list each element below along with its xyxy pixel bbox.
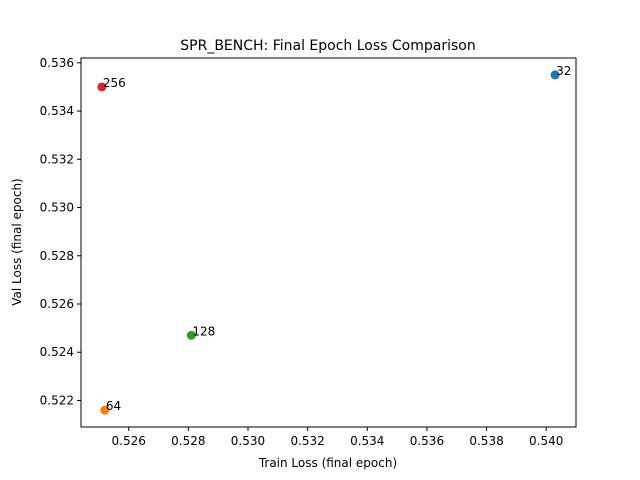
y-tick-label: 0.524 [40, 345, 74, 359]
x-tick-label: 0.526 [112, 434, 146, 448]
y-axis-label: Val Loss (final epoch) [10, 178, 24, 306]
y-tick-label: 0.536 [40, 56, 74, 70]
chart-title: SPR_BENCH: Final Epoch Loss Comparison [180, 38, 475, 54]
x-tick-label: 0.528 [171, 434, 205, 448]
x-tick-label: 0.536 [410, 434, 444, 448]
x-tick-label: 0.538 [469, 434, 503, 448]
x-tick-label: 0.530 [231, 434, 265, 448]
point-label: 128 [192, 324, 215, 338]
x-axis-ticks: 0.526 0.528 0.530 0.532 0.534 0.536 0.538 0.540 [112, 427, 563, 448]
point-label: 256 [103, 76, 126, 90]
y-tick-label: 0.526 [40, 297, 74, 311]
y-tick-label: 0.534 [40, 104, 74, 118]
y-tick-label: 0.532 [40, 152, 74, 166]
x-tick-label: 0.532 [290, 434, 324, 448]
plot-area [80, 57, 577, 428]
scatter-point [550, 70, 560, 80]
scatter-point [100, 405, 110, 415]
y-tick-label: 0.528 [40, 249, 74, 263]
x-tick-label: 0.534 [350, 434, 384, 448]
point-label: 32 [556, 64, 571, 78]
x-axis-label: Train Loss (final epoch) [258, 456, 397, 470]
scatter-points: 32 64 128 256 [97, 64, 571, 415]
y-tick-label: 0.530 [40, 201, 74, 215]
y-tick-label: 0.522 [40, 393, 74, 407]
point-label: 64 [106, 399, 121, 413]
scatter-point [97, 82, 107, 92]
scatter-point [186, 330, 196, 340]
x-tick-label: 0.540 [529, 434, 563, 448]
y-axis-ticks: 0.522 0.524 0.526 0.528 0.530 0.532 0.534 0.536 [40, 56, 81, 407]
